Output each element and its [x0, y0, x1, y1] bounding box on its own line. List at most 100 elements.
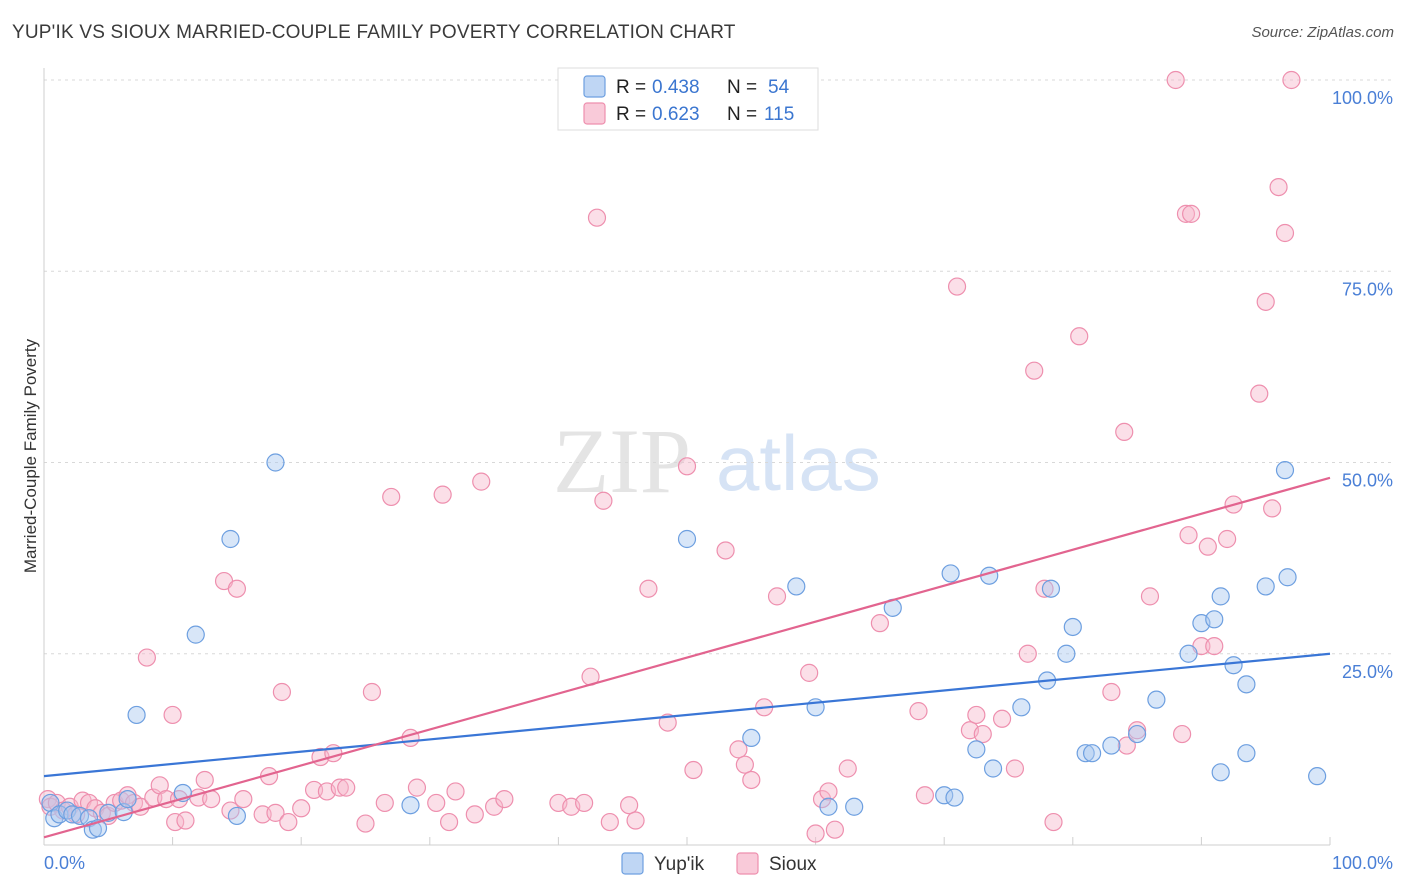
- sioux-point: [495, 789, 514, 809]
- y-tick-label: 75.0%: [1342, 279, 1393, 299]
- sioux-point: [292, 799, 311, 818]
- x-tick-label: 100.0%: [1332, 853, 1393, 873]
- sioux-point: [1044, 812, 1063, 832]
- legend-r-label: R =: [616, 77, 646, 98]
- sioux-point: [137, 648, 156, 667]
- sioux-point: [279, 812, 298, 832]
- sioux-point: [1018, 644, 1037, 663]
- sioux-point: [684, 760, 703, 780]
- watermark: ZIP atlas: [553, 410, 881, 512]
- sioux-point: [1269, 178, 1288, 197]
- x-ticks: [172, 837, 1331, 845]
- sioux-point: [729, 740, 748, 759]
- yupik-point: [1237, 744, 1256, 763]
- sioux-point: [1182, 204, 1201, 223]
- bottom-legend-swatch-yupik: [621, 852, 644, 875]
- sioux-trendline: [43, 476, 1331, 839]
- legend-n-value-sioux: 115: [764, 104, 794, 125]
- sioux-point: [1166, 70, 1185, 90]
- legend-r-value-sioux: 0.623: [652, 104, 700, 125]
- sioux-point: [800, 663, 819, 682]
- sioux-point: [1127, 721, 1147, 740]
- sioux-point: [163, 705, 182, 725]
- sioux-point: [658, 713, 677, 732]
- sioux-point: [266, 803, 285, 822]
- sioux-point: [819, 782, 838, 801]
- yupik-point: [1057, 644, 1076, 663]
- legend-r-label: R =: [616, 104, 646, 125]
- sioux-point: [375, 793, 394, 813]
- y-tick-label: 100.0%: [1332, 88, 1393, 108]
- sioux-point: [234, 789, 253, 809]
- sioux-point: [1198, 537, 1217, 556]
- sioux-point: [909, 702, 928, 721]
- yupik-point: [118, 789, 137, 809]
- sioux-point: [1250, 384, 1269, 403]
- sioux-point: [838, 759, 857, 778]
- yupik-point: [227, 806, 246, 826]
- yupik-point: [1256, 577, 1275, 596]
- sioux-point: [401, 728, 420, 748]
- yupik-point: [819, 797, 838, 816]
- legend-n-label: N =: [727, 77, 757, 98]
- y-tick-label: 25.0%: [1342, 662, 1393, 682]
- sioux-point: [272, 682, 292, 702]
- sioux-point: [639, 579, 658, 598]
- legend-n-label: N =: [727, 104, 757, 125]
- yupik-point: [1012, 698, 1031, 717]
- yupik-point: [967, 740, 986, 759]
- sioux-point: [742, 770, 761, 790]
- sioux-points: [38, 70, 1301, 843]
- yupik-point: [127, 705, 146, 725]
- yupik-point: [186, 625, 205, 644]
- legend-r-value-yupik: 0.438: [652, 77, 700, 98]
- sioux-point: [362, 682, 382, 702]
- sioux-point: [915, 786, 935, 805]
- yupik-point: [1211, 763, 1230, 782]
- bottom-legend-label-sioux: Sioux: [769, 854, 817, 875]
- sioux-point: [382, 487, 401, 507]
- yupik-point: [1102, 736, 1121, 755]
- sioux-point: [620, 796, 639, 815]
- sioux-point: [439, 812, 459, 832]
- yupik-point: [1278, 568, 1297, 587]
- yupik-point: [1224, 656, 1243, 675]
- bottom-legend-label-yupik: Yup'ik: [654, 854, 705, 875]
- yupik-point: [266, 453, 285, 472]
- yupik-point: [983, 759, 1003, 778]
- yupik-point: [1147, 690, 1166, 709]
- sioux-point: [485, 797, 504, 816]
- sioux-point: [1140, 587, 1160, 606]
- yupik-point: [401, 796, 420, 815]
- sioux-point: [427, 793, 446, 813]
- yupik-point: [1082, 744, 1102, 763]
- sioux-point: [1102, 682, 1121, 702]
- sioux-point: [446, 782, 465, 801]
- sioux-point: [472, 472, 491, 491]
- sioux-point: [767, 587, 787, 606]
- y-tick-labels: 25.0% 50.0% 75.0% 100.0%: [1332, 88, 1393, 682]
- sioux-point: [967, 705, 986, 725]
- y-tick-label: 50.0%: [1342, 471, 1393, 491]
- yupik-point: [845, 797, 864, 816]
- sioux-point: [600, 812, 619, 832]
- yupik-point: [1041, 579, 1061, 598]
- yupik-point: [787, 577, 806, 596]
- bottom-legend-swatch-sioux: [736, 852, 759, 875]
- sioux-point: [1035, 579, 1054, 598]
- sioux-point: [330, 778, 349, 797]
- legend-swatch-sioux: [583, 102, 606, 125]
- x-tick-label: 0.0%: [44, 853, 85, 873]
- sioux-point: [1256, 292, 1275, 311]
- sioux-point: [587, 208, 607, 227]
- sioux-point: [626, 811, 645, 830]
- sioux-point: [947, 277, 967, 296]
- y-axis-title: Married-Couple Family Poverty: [21, 338, 40, 573]
- yupik-point: [1063, 617, 1082, 637]
- sioux-point: [1025, 361, 1044, 380]
- watermark-atlas: atlas: [716, 419, 881, 507]
- yupik-points: [41, 453, 1327, 839]
- sioux-point: [575, 793, 594, 813]
- sioux-point: [735, 755, 754, 774]
- sioux-point: [1005, 759, 1025, 778]
